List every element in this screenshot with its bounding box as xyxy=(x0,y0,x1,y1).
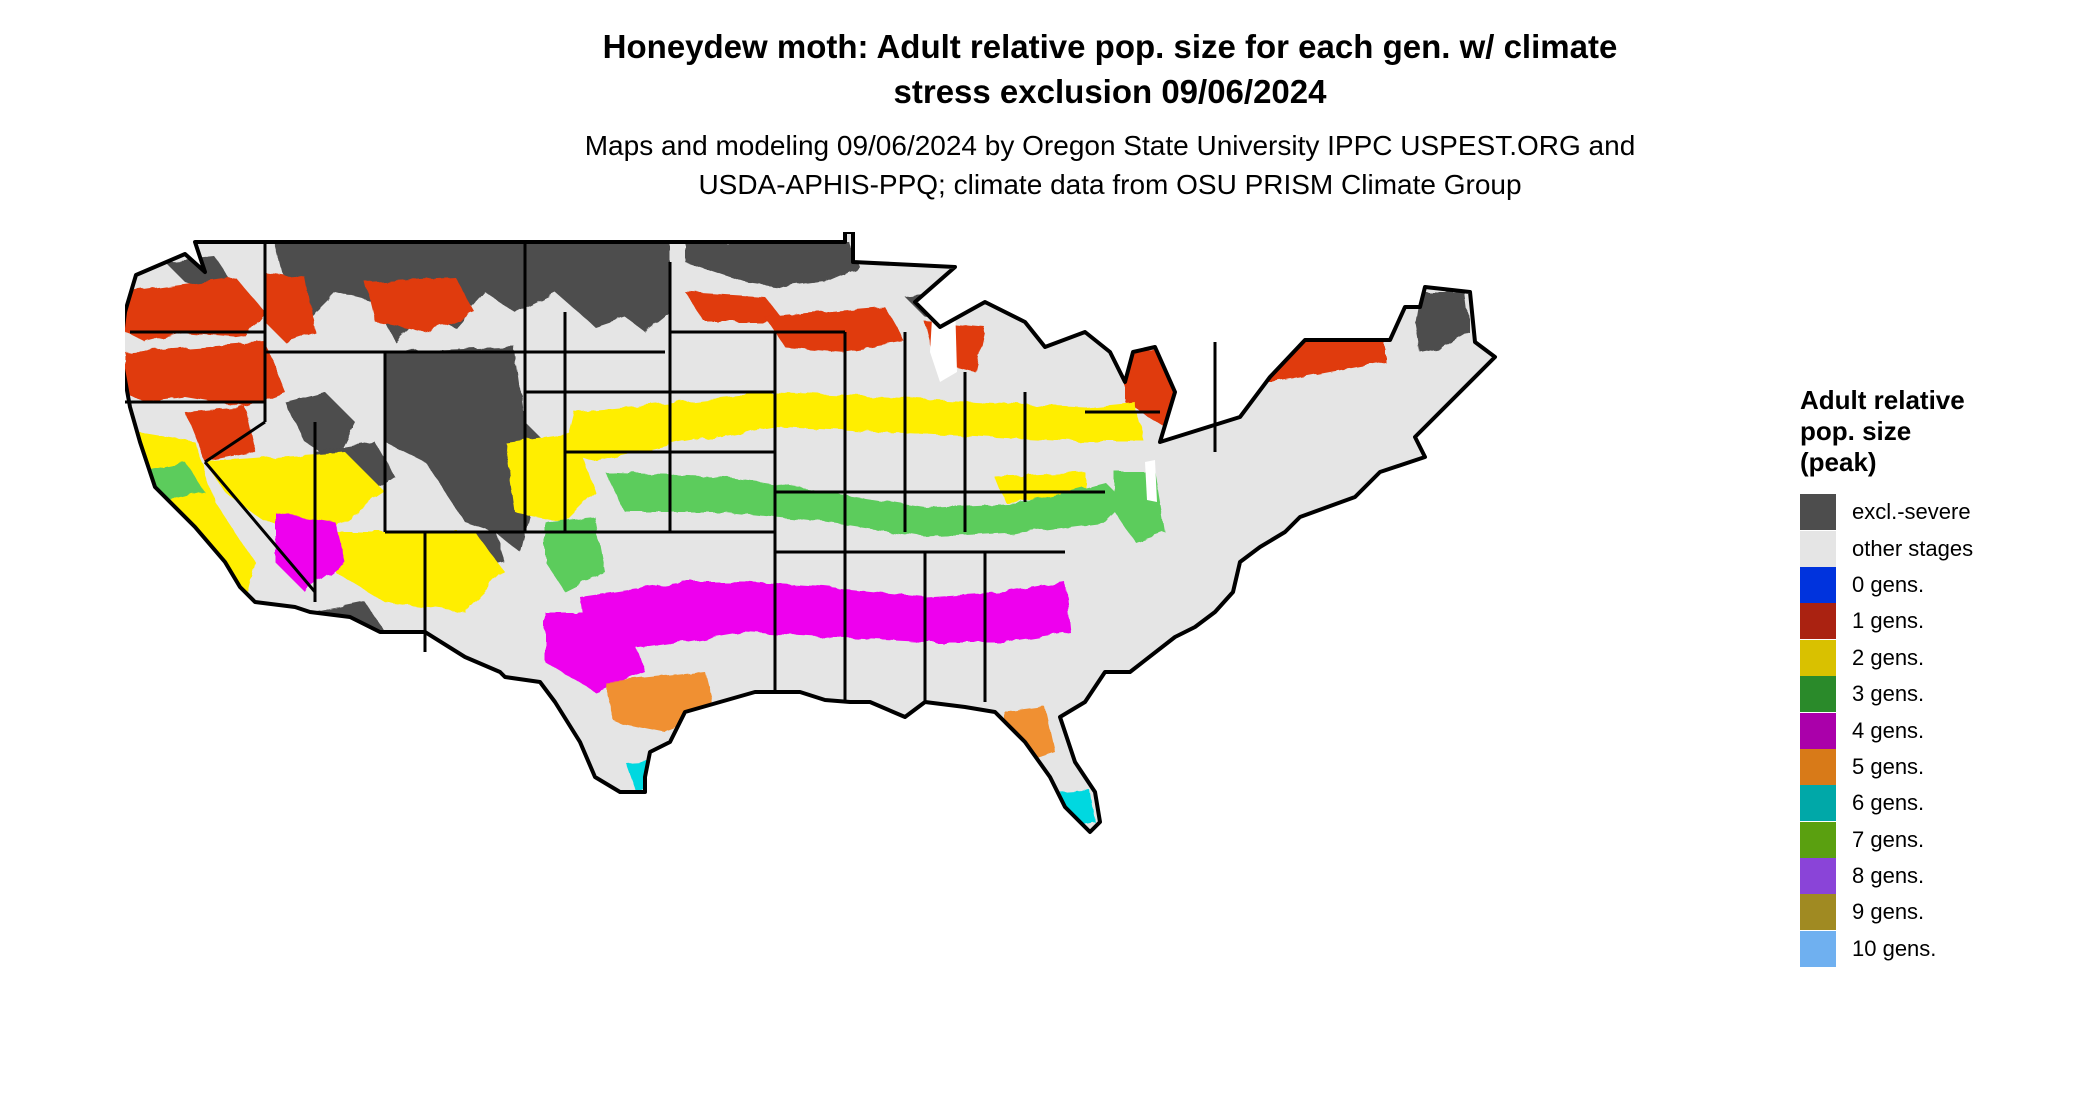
legend-label: 0 gens. xyxy=(1852,571,1925,597)
legend-label: 4 gens. xyxy=(1852,717,1925,743)
four-gen-texas-interior xyxy=(545,612,645,692)
four-gen-zones xyxy=(275,512,1070,692)
excluded-montana-dakotas xyxy=(275,242,670,342)
two-gen-central-belt xyxy=(565,392,1145,462)
legend-entry: 5 gens. xyxy=(1800,748,2090,785)
legend-label: 8 gens. xyxy=(1852,863,1925,889)
map-title: Honeydew moth: Adult relative pop. size … xyxy=(260,24,1960,114)
legend-entry: 7 gens. xyxy=(1800,821,2090,858)
legend-title: Adult relative pop. size (peak) xyxy=(1800,385,2090,478)
legend-entry: 1 gens. xyxy=(1800,603,2090,640)
legend-swatch xyxy=(1800,858,1836,895)
legend-label: 10 gens. xyxy=(1852,935,1937,961)
legend-entry: 8 gens. xyxy=(1800,858,2090,895)
one-gen-oregon xyxy=(125,342,285,407)
three-gen-central-belt xyxy=(605,472,1125,537)
one-gen-idaho xyxy=(265,272,315,342)
border-nv-ut xyxy=(204,420,266,464)
title-line-1: Honeydew moth: Adult relative pop. size … xyxy=(602,28,1618,65)
legend-swatch xyxy=(1800,712,1836,749)
excluded-idaho-oregon xyxy=(285,392,355,462)
legend-entry: 6 gens. xyxy=(1800,785,2090,822)
legend-swatch xyxy=(1800,603,1836,640)
legend-entry: excl.-severe xyxy=(1800,494,2090,531)
excluded-wyoming-colorado xyxy=(385,347,545,552)
one-gen-nevada xyxy=(185,407,255,462)
border-ca-nv xyxy=(203,461,317,593)
subtitle-line-1: Maps and modeling 09/06/2024 by Oregon S… xyxy=(584,130,1636,161)
title-line-2: stress exclusion 09/06/2024 xyxy=(893,73,1327,110)
four-gen-southwest xyxy=(275,512,345,592)
legend-swatch xyxy=(1800,821,1836,858)
three-gen-california xyxy=(135,462,205,502)
excluded-minnesota xyxy=(685,242,860,287)
legend-entry: 9 gens. xyxy=(1800,894,2090,931)
legend-swatch xyxy=(1800,494,1836,531)
four-gen-south-belt xyxy=(580,582,1070,652)
legend-entry: other stages xyxy=(1800,530,2090,567)
legend-title-line-3: (peak) xyxy=(1800,447,1877,477)
one-gen-washington xyxy=(125,277,265,342)
us-outline xyxy=(125,232,1497,834)
legend-label: 6 gens. xyxy=(1852,790,1925,816)
legend-label: 2 gens. xyxy=(1852,644,1925,670)
six-gen-zones xyxy=(625,760,1095,827)
legend-swatch xyxy=(1800,639,1836,676)
legend-label: 5 gens. xyxy=(1852,753,1925,779)
us-map xyxy=(125,232,1497,834)
one-gen-minnesota xyxy=(685,292,785,322)
map-subtitle: Maps and modeling 09/06/2024 by Oregon S… xyxy=(260,126,1960,204)
legend-label: 9 gens. xyxy=(1852,899,1925,925)
legend-swatch xyxy=(1800,530,1836,567)
legend-title-line-1: Adult relative xyxy=(1800,385,1965,415)
legend-entry: 2 gens. xyxy=(1800,639,2090,676)
three-gen-zones xyxy=(135,462,1165,592)
legend-swatch xyxy=(1800,676,1836,713)
legend-title-line-2: pop. size xyxy=(1800,416,1912,446)
legend-label: 1 gens. xyxy=(1852,608,1925,634)
legend-label: other stages xyxy=(1852,535,1974,561)
legend-swatch xyxy=(1800,566,1836,603)
one-gen-upper-michigan xyxy=(765,307,905,352)
legend: Adult relative pop. size (peak) excl.-se… xyxy=(1800,385,2090,967)
state-borders xyxy=(125,232,1497,834)
interior-borders xyxy=(125,242,1217,702)
legend-label: 7 gens. xyxy=(1852,826,1925,852)
excluded-maine xyxy=(1415,292,1470,352)
legend-swatch xyxy=(1800,785,1836,822)
legend-label: excl.-severe xyxy=(1852,499,1971,525)
legend-swatch xyxy=(1800,748,1836,785)
legend-entry: 0 gens. xyxy=(1800,566,2090,603)
legend-entry: 10 gens. xyxy=(1800,930,2090,967)
one-gen-montana xyxy=(365,277,475,332)
two-gen-colorado xyxy=(505,432,595,522)
legend-entry: 4 gens. xyxy=(1800,712,2090,749)
legend-entries: excl.-severe other stages 0 gens. 1 gens… xyxy=(1800,494,2090,967)
chesapeake-bay xyxy=(1145,460,1157,502)
two-gen-nevada-utah xyxy=(205,452,385,532)
legend-label: 3 gens. xyxy=(1852,681,1925,707)
five-gen-south-texas xyxy=(605,672,715,732)
two-gen-arizona xyxy=(325,532,505,612)
legend-swatch xyxy=(1800,930,1836,967)
legend-swatch xyxy=(1800,894,1836,931)
legend-entry: 3 gens. xyxy=(1800,676,2090,713)
three-gen-texas-panhandle xyxy=(545,517,605,592)
subtitle-line-2: USDA-APHIS-PPQ; climate data from OSU PR… xyxy=(698,169,1522,200)
